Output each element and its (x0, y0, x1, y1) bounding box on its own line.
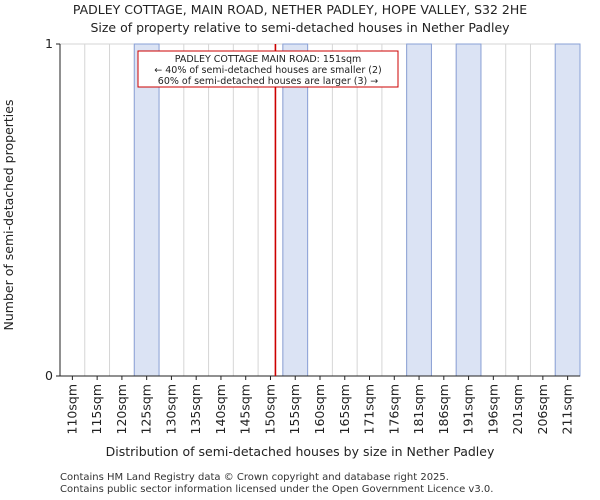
bar-155sqm (282, 43, 309, 377)
category-slot (332, 44, 358, 376)
x-tick-label: 110sqm (64, 384, 79, 434)
y-tick-label: 0 (45, 368, 53, 383)
x-tick-label: 160sqm (312, 384, 327, 434)
y-tick-label: 1 (45, 36, 53, 51)
bar-125sqm (133, 43, 160, 377)
x-tick-label: 150sqm (262, 384, 277, 434)
x-tick-label: 165sqm (337, 384, 352, 434)
category-slot (357, 44, 382, 376)
bar-211sqm (554, 43, 581, 377)
category-slot (505, 44, 531, 376)
chart-title: PADLEY COTTAGE, MAIN ROAD, NETHER PADLEY… (73, 2, 527, 17)
category-slot (109, 44, 135, 376)
x-tick-label: 140sqm (213, 384, 228, 434)
y-axis-label: Number of semi-detached properties (1, 100, 16, 331)
x-tick-label: 196sqm (485, 384, 500, 434)
x-tick-label: 130sqm (163, 384, 178, 434)
category-slot (183, 44, 209, 376)
category-slot (60, 44, 85, 376)
x-tick-label: 135sqm (188, 384, 203, 434)
category-slot (208, 44, 234, 376)
x-tick-label: 211sqm (560, 384, 575, 434)
annotation-line: PADLEY COTTAGE MAIN ROAD: 151sqm (175, 54, 362, 65)
x-tick-label: 186sqm (436, 384, 451, 434)
category-slot (480, 44, 506, 376)
x-tick-label: 155sqm (287, 384, 302, 434)
category-slot (258, 44, 283, 376)
x-axis-label: Distribution of semi-detached houses by … (106, 444, 495, 459)
x-tick-label: 201sqm (510, 384, 525, 434)
category-slot (233, 44, 259, 376)
annotation-box (137, 50, 399, 88)
x-tick-label: 171sqm (362, 384, 377, 434)
x-tick-label: 125sqm (139, 384, 154, 434)
x-tick-label: 181sqm (411, 384, 426, 434)
category-slot (381, 44, 407, 376)
footer-copyright: Contains HM Land Registry data © Crown c… (60, 472, 449, 483)
footer-licence: Contains public sector information licen… (60, 484, 494, 495)
annotation-line: ← 40% of semi-detached houses are smalle… (154, 65, 382, 76)
category-slot (431, 44, 457, 376)
plot-area: 0 1 110sqm 115sqm 120sqm 125sqm 130sqm 135sqm 14… (45, 36, 581, 434)
x-tick-label: 176sqm (386, 384, 401, 434)
x-tick-label: 206sqm (535, 384, 550, 434)
category-slot (307, 44, 333, 376)
bar-191sqm (455, 43, 482, 377)
category-slot (530, 44, 556, 376)
category-slot (84, 44, 110, 376)
x-tick-label: 145sqm (238, 384, 253, 434)
bar-181sqm (406, 43, 432, 377)
chart-subtitle: Size of property relative to semi-detach… (90, 20, 510, 35)
x-tick-label: 191sqm (461, 384, 476, 434)
x-tick-label: 120sqm (114, 384, 129, 434)
category-slot (159, 44, 184, 376)
annotation-line: 60% of semi-detached houses are larger (… (158, 76, 378, 87)
x-tick-label: 115sqm (89, 384, 104, 434)
